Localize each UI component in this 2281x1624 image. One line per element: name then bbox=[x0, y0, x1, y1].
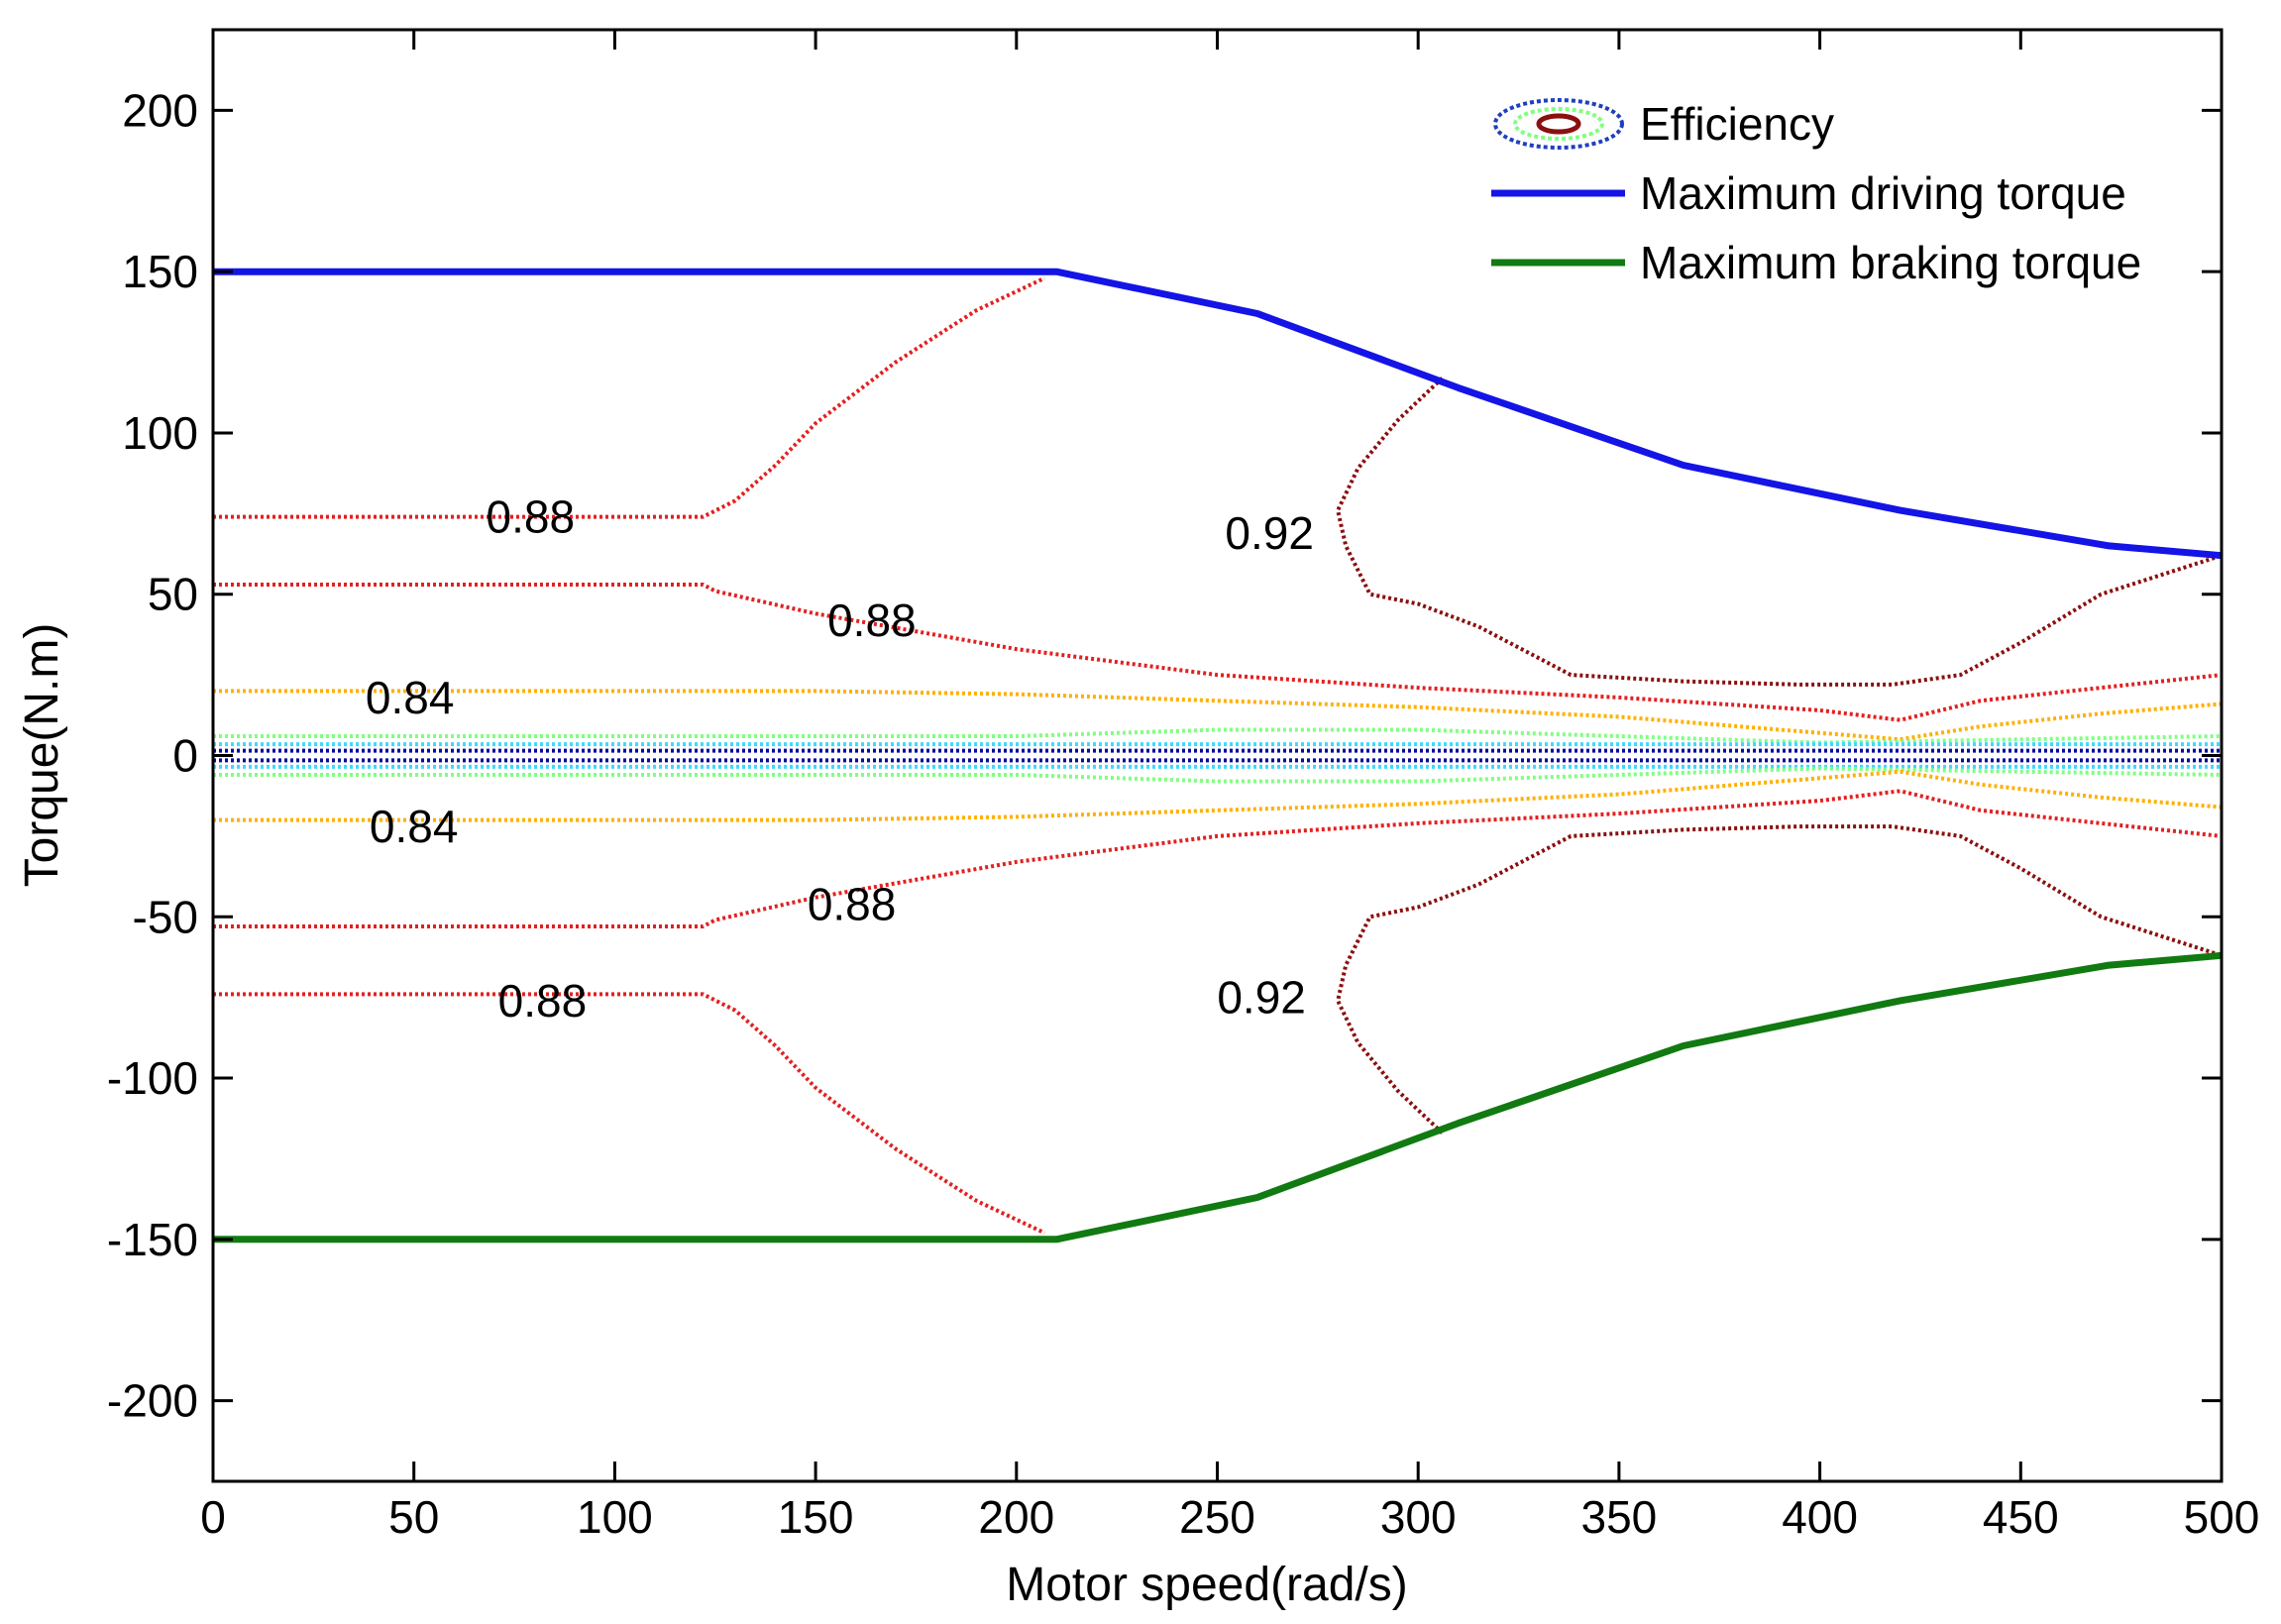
contour-line-10 bbox=[213, 789, 2223, 928]
legend-label-2: Maximum braking torque bbox=[1640, 237, 2141, 288]
x-tick-label-350: 350 bbox=[1581, 1491, 1658, 1543]
x-tick-label-500: 500 bbox=[2184, 1491, 2260, 1543]
max-driving-torque-line bbox=[213, 268, 2223, 560]
y-tick-label-200: 200 bbox=[122, 84, 198, 136]
x-tick-label-0: 0 bbox=[200, 1491, 226, 1543]
axis-ticks: 0 50 100 150 200 250 300 350 400 450 500-200-150-1… bbox=[107, 30, 2259, 1543]
contour-label-0: 0.88 bbox=[487, 491, 576, 543]
x-tick-label-200: 200 bbox=[978, 1491, 1054, 1543]
x-tick-label-400: 400 bbox=[1782, 1491, 1858, 1543]
x-tick-label-450: 450 bbox=[1983, 1491, 2059, 1543]
legend-label-1: Maximum driving torque bbox=[1640, 167, 2126, 219]
y-tick-label--200: -200 bbox=[107, 1375, 198, 1427]
contour-line-2 bbox=[213, 689, 2223, 742]
legend-efficiency-inner bbox=[1536, 113, 1581, 135]
max-braking-torque-line bbox=[213, 951, 2223, 1244]
x-tick-label-150: 150 bbox=[778, 1491, 854, 1543]
x-axis-label: Motor speed(rad/s) bbox=[1006, 1559, 1408, 1611]
contour-line-0 bbox=[213, 275, 1046, 519]
contour-line-9 bbox=[213, 769, 2223, 822]
contour-label-4: 0.84 bbox=[370, 801, 459, 852]
y-axis-label: Torque(N.m) bbox=[16, 623, 68, 888]
y-tick-label-100: 100 bbox=[122, 407, 198, 459]
y-tick-label-0: 0 bbox=[172, 730, 198, 782]
torque-series bbox=[213, 268, 2223, 1244]
x-tick-label-50: 50 bbox=[388, 1491, 439, 1543]
y-tick-label--100: -100 bbox=[107, 1052, 198, 1104]
contour-label-1: 0.88 bbox=[827, 595, 917, 646]
contour-line-11 bbox=[213, 992, 1046, 1236]
contour-label-5: 0.88 bbox=[808, 878, 897, 929]
legend: Efficiency Maximum driving torque Maximum … bbox=[1491, 98, 2141, 288]
legend-efficiency-outer bbox=[1493, 98, 1624, 150]
contour-line-1 bbox=[213, 583, 2223, 722]
contour-label-7: 0.92 bbox=[1217, 972, 1306, 1024]
legend-efficiency-middle bbox=[1513, 107, 1604, 141]
contour-label-3: 0.92 bbox=[1225, 507, 1314, 559]
y-tick-label-150: 150 bbox=[122, 246, 198, 297]
contour-label-2: 0.84 bbox=[366, 672, 455, 723]
efficiency-contours bbox=[213, 275, 2223, 1236]
y-tick-label--50: -50 bbox=[133, 891, 198, 942]
y-tick-label-50: 50 bbox=[148, 569, 198, 620]
x-tick-label-300: 300 bbox=[1380, 1491, 1457, 1543]
x-tick-label-100: 100 bbox=[577, 1491, 653, 1543]
x-tick-label-250: 250 bbox=[1179, 1491, 1255, 1543]
contour-label-6: 0.88 bbox=[498, 975, 588, 1027]
legend-label-0: Efficiency bbox=[1640, 98, 1834, 150]
contour-labels: 0.88 0.88 0.84 0.92 0.84 0.88 0.88 0.92 bbox=[366, 491, 1314, 1027]
y-tick-label--150: -150 bbox=[107, 1214, 198, 1265]
